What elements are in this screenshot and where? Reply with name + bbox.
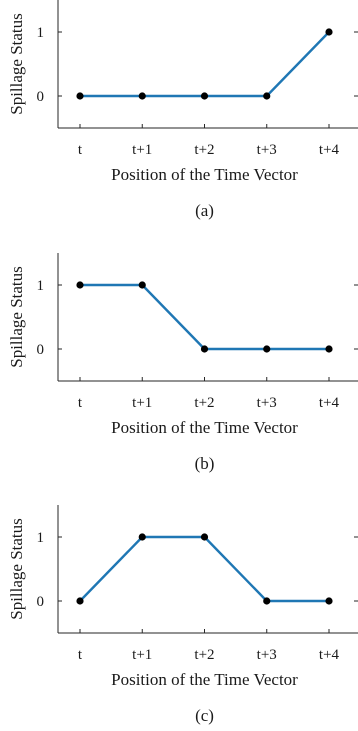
data-point: [325, 345, 333, 353]
data-point: [325, 28, 333, 36]
data-point: [325, 597, 333, 605]
y-tick-label: 1: [37, 25, 45, 41]
x-tick-label: t: [78, 395, 83, 411]
chart-panel-c: 0 1 t t+1 t+2 t+3 t+4 Position of the Time Vect…: [7, 505, 358, 725]
x-tick-label: t+1: [132, 647, 152, 663]
x-tick-label: t+1: [132, 395, 152, 411]
x-axis-label: Position of the Time Vector: [111, 165, 298, 184]
x-tick-label: t+2: [194, 395, 214, 411]
x-tick-label: t+3: [257, 142, 277, 158]
x-axis-label: Position of the Time Vector: [111, 418, 298, 437]
y-tick-label: 1: [37, 530, 45, 546]
x-tick-label: t: [78, 647, 83, 663]
series-line: [79, 535, 329, 603]
data-point: [138, 92, 146, 100]
data-point: [263, 92, 271, 100]
y-axis-label: Spillage Status: [7, 266, 26, 368]
data-point: [200, 345, 209, 353]
chart-panel-b: 0 1 t t+1 t+2 t+3 t+4 Position of the Time Vect…: [7, 253, 358, 473]
data-point: [138, 281, 146, 289]
data-point: [76, 281, 84, 289]
x-tick-label: t+1: [132, 142, 152, 158]
y-tick-label: 0: [37, 594, 45, 610]
y-axis-label: Spillage Status: [7, 518, 26, 620]
x-tick-label: t+4: [319, 395, 340, 411]
x-tick-label: t: [78, 142, 83, 158]
data-point: [76, 597, 84, 605]
data-point: [200, 533, 209, 541]
y-tick-label: 1: [37, 278, 45, 294]
y-axis-label: Spillage Status: [7, 13, 26, 115]
x-tick-label: t+4: [319, 647, 340, 663]
y-tick-label: 0: [37, 342, 45, 358]
panel-label: (b): [195, 454, 215, 473]
x-axis-label: Position of the Time Vector: [111, 670, 298, 689]
data-point: [200, 92, 209, 100]
data-point: [76, 92, 84, 100]
data-point: [138, 533, 146, 541]
x-tick-label: t+4: [319, 142, 340, 158]
series-line: [80, 31, 330, 98]
x-tick-label: t+2: [194, 647, 214, 663]
panel-label: (c): [195, 706, 214, 725]
series-line: [80, 283, 329, 351]
x-tick-label: t+3: [257, 647, 277, 663]
panel-label: (a): [195, 201, 214, 220]
x-tick-label: t+2: [194, 142, 214, 158]
x-tick-label: t+3: [257, 395, 277, 411]
data-point: [263, 597, 271, 605]
y-tick-label: 0: [37, 89, 45, 105]
chart-panel-a: 0 1 t t+1 t+2 t+3 t+4 Position of the Time Vect…: [7, 0, 358, 220]
data-point: [263, 345, 271, 353]
